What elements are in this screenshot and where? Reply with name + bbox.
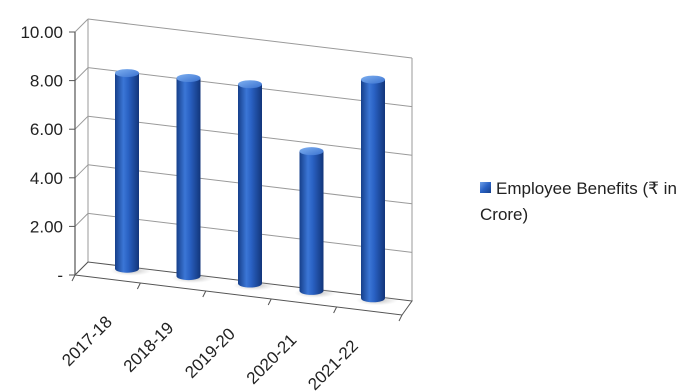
bar-body (361, 79, 386, 303)
side-wall-line (74, 18, 89, 33)
x-tick-mark (136, 282, 141, 290)
x-tick-mark (333, 306, 338, 314)
y-tick-label: 10.00 (20, 23, 63, 42)
floor-plane (73, 261, 413, 316)
y-tick-label: 4.00 (30, 169, 63, 188)
bar-cap (361, 75, 385, 84)
side-wall-line (74, 164, 89, 179)
bar-body (299, 151, 324, 295)
legend: Employee Benefits (₹ in Crore) (480, 176, 695, 228)
bar-2018-19 (171, 74, 214, 284)
bar-body (176, 78, 201, 281)
x-tick-label: 2021-22 (304, 336, 362, 392)
bar-2021-22 (356, 75, 398, 306)
bar-cap (299, 147, 324, 156)
legend-label: Employee Benefits (₹ in Crore) (480, 179, 677, 224)
y-tick-label: 8.00 (30, 72, 63, 91)
y-tick-label: - (57, 266, 63, 285)
x-tick-label: 2019-20 (181, 324, 239, 382)
y-tick-label: 2.00 (30, 217, 63, 236)
bar-2017-18 (110, 69, 152, 276)
legend-swatch (480, 182, 491, 193)
bar-body (115, 73, 139, 273)
x-tick-label: 2017-18 (58, 312, 116, 370)
bar-cap (115, 69, 139, 78)
x-tick-mark (267, 298, 272, 306)
x-tick-mark (202, 290, 207, 298)
x-tick-label: 2018-19 (120, 318, 178, 376)
x-tick-mark (398, 314, 403, 322)
y-axis-tick-labels: - 2.00 4.00 6.00 8.00 10.00 (20, 23, 63, 285)
x-axis-tick-labels: 2017-18 2018-19 2019-20 2020-21 2021-22 (58, 312, 362, 392)
bar-2019-20 (233, 80, 275, 291)
bar-cap (176, 74, 201, 83)
gridline (87, 18, 413, 59)
bar-2020-21 (294, 147, 337, 298)
axes (69, 19, 413, 322)
side-wall-line (74, 67, 89, 81)
bar-cap (238, 80, 262, 89)
bar-body (238, 84, 262, 288)
bars (110, 69, 398, 306)
side-wall-line (74, 213, 89, 227)
x-tick-mark (71, 274, 76, 282)
y-tick-label: 6.00 (30, 120, 63, 139)
x-tick-label: 2020-21 (243, 330, 301, 388)
side-wall-line (74, 115, 89, 130)
